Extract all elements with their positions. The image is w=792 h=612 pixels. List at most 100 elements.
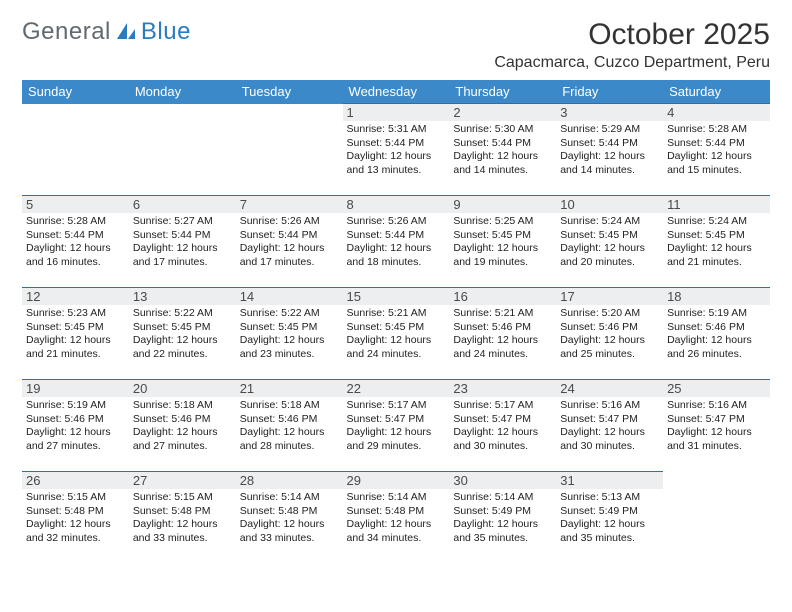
calendar-body: 1Sunrise: 5:31 AMSunset: 5:44 PMDaylight… <box>22 104 770 564</box>
day-info-line: Daylight: 12 hours <box>560 426 659 440</box>
day-info-line: Daylight: 12 hours <box>240 334 339 348</box>
calendar-cell: 4Sunrise: 5:28 AMSunset: 5:44 PMDaylight… <box>663 104 770 196</box>
day-number: 22 <box>343 380 450 397</box>
day-info-line: Sunrise: 5:21 AM <box>347 307 446 321</box>
day-number: 27 <box>129 472 236 489</box>
day-number: 18 <box>663 288 770 305</box>
day-info-line: and 34 minutes. <box>347 532 446 546</box>
calendar-week-row: 19Sunrise: 5:19 AMSunset: 5:46 PMDayligh… <box>22 380 770 472</box>
day-info-line: Daylight: 12 hours <box>26 242 125 256</box>
day-info-line: Sunset: 5:47 PM <box>560 413 659 427</box>
day-info-line: and 32 minutes. <box>26 532 125 546</box>
day-info: Sunrise: 5:23 AMSunset: 5:45 PMDaylight:… <box>26 307 125 362</box>
day-info-line: Sunrise: 5:13 AM <box>560 491 659 505</box>
location-subtitle: Capacmarca, Cuzco Department, Peru <box>494 54 770 72</box>
day-info: Sunrise: 5:19 AMSunset: 5:46 PMDaylight:… <box>667 307 766 362</box>
day-info-line: Daylight: 12 hours <box>133 334 232 348</box>
day-info: Sunrise: 5:14 AMSunset: 5:48 PMDaylight:… <box>347 491 446 546</box>
calendar-cell: 19Sunrise: 5:19 AMSunset: 5:46 PMDayligh… <box>22 380 129 472</box>
day-info-line: and 24 minutes. <box>453 348 552 362</box>
day-info-line: Sunset: 5:46 PM <box>133 413 232 427</box>
day-info-line: Daylight: 12 hours <box>453 242 552 256</box>
calendar-cell: 29Sunrise: 5:14 AMSunset: 5:48 PMDayligh… <box>343 472 450 564</box>
day-info-line: Sunrise: 5:14 AM <box>347 491 446 505</box>
day-info: Sunrise: 5:24 AMSunset: 5:45 PMDaylight:… <box>667 215 766 270</box>
day-info-line: Sunset: 5:46 PM <box>560 321 659 335</box>
day-info-line: Daylight: 12 hours <box>667 242 766 256</box>
day-info-line: Sunset: 5:44 PM <box>560 137 659 151</box>
day-info-line: Sunset: 5:45 PM <box>240 321 339 335</box>
day-number: 28 <box>236 472 343 489</box>
day-number: 10 <box>556 196 663 213</box>
calendar-cell: 26Sunrise: 5:15 AMSunset: 5:48 PMDayligh… <box>22 472 129 564</box>
calendar-cell: 24Sunrise: 5:16 AMSunset: 5:47 PMDayligh… <box>556 380 663 472</box>
day-info-line: and 30 minutes. <box>560 440 659 454</box>
day-info: Sunrise: 5:27 AMSunset: 5:44 PMDaylight:… <box>133 215 232 270</box>
day-info-line: and 28 minutes. <box>240 440 339 454</box>
day-number: 31 <box>556 472 663 489</box>
calendar-cell: 3Sunrise: 5:29 AMSunset: 5:44 PMDaylight… <box>556 104 663 196</box>
day-info: Sunrise: 5:17 AMSunset: 5:47 PMDaylight:… <box>453 399 552 454</box>
day-info: Sunrise: 5:30 AMSunset: 5:44 PMDaylight:… <box>453 123 552 178</box>
day-info-line: and 27 minutes. <box>26 440 125 454</box>
day-info-line: Sunrise: 5:24 AM <box>667 215 766 229</box>
day-info-line: Daylight: 12 hours <box>347 518 446 532</box>
day-info-line: and 14 minutes. <box>560 164 659 178</box>
calendar-cell: 21Sunrise: 5:18 AMSunset: 5:46 PMDayligh… <box>236 380 343 472</box>
day-info-line: Daylight: 12 hours <box>347 242 446 256</box>
day-info-line: Sunset: 5:46 PM <box>667 321 766 335</box>
day-info-line: Sunrise: 5:15 AM <box>133 491 232 505</box>
day-info-line: and 22 minutes. <box>133 348 232 362</box>
day-info-line: Sunset: 5:45 PM <box>133 321 232 335</box>
day-info-line: Daylight: 12 hours <box>453 518 552 532</box>
day-info: Sunrise: 5:18 AMSunset: 5:46 PMDaylight:… <box>240 399 339 454</box>
day-number: 12 <box>22 288 129 305</box>
day-number: 3 <box>556 104 663 121</box>
day-info-line: Sunrise: 5:14 AM <box>453 491 552 505</box>
calendar-cell <box>129 104 236 196</box>
day-number: 30 <box>449 472 556 489</box>
day-info-line: and 15 minutes. <box>667 164 766 178</box>
calendar-table: SundayMondayTuesdayWednesdayThursdayFrid… <box>22 80 770 564</box>
day-info-line: and 18 minutes. <box>347 256 446 270</box>
day-info: Sunrise: 5:15 AMSunset: 5:48 PMDaylight:… <box>26 491 125 546</box>
day-info-line: Sunrise: 5:23 AM <box>26 307 125 321</box>
calendar-cell: 9Sunrise: 5:25 AMSunset: 5:45 PMDaylight… <box>449 196 556 288</box>
day-info-line: Sunrise: 5:18 AM <box>240 399 339 413</box>
day-info-line: and 16 minutes. <box>26 256 125 270</box>
day-info-line: and 27 minutes. <box>133 440 232 454</box>
day-info-line: Daylight: 12 hours <box>347 150 446 164</box>
day-info-line: Sunrise: 5:28 AM <box>667 123 766 137</box>
day-number: 1 <box>343 104 450 121</box>
day-info-line: Daylight: 12 hours <box>133 426 232 440</box>
calendar-cell: 16Sunrise: 5:21 AMSunset: 5:46 PMDayligh… <box>449 288 556 380</box>
day-info-line: Sunset: 5:47 PM <box>347 413 446 427</box>
day-info-line: Sunrise: 5:15 AM <box>26 491 125 505</box>
day-info-line: Sunset: 5:48 PM <box>26 505 125 519</box>
day-number: 14 <box>236 288 343 305</box>
day-info-line: Sunrise: 5:29 AM <box>560 123 659 137</box>
calendar-cell: 14Sunrise: 5:22 AMSunset: 5:45 PMDayligh… <box>236 288 343 380</box>
day-info: Sunrise: 5:26 AMSunset: 5:44 PMDaylight:… <box>347 215 446 270</box>
day-info-line: Daylight: 12 hours <box>667 334 766 348</box>
day-info: Sunrise: 5:17 AMSunset: 5:47 PMDaylight:… <box>347 399 446 454</box>
day-info-line: Daylight: 12 hours <box>560 242 659 256</box>
day-info-line: Sunset: 5:47 PM <box>453 413 552 427</box>
day-info-line: and 35 minutes. <box>560 532 659 546</box>
day-info-line: Daylight: 12 hours <box>26 334 125 348</box>
day-info: Sunrise: 5:28 AMSunset: 5:44 PMDaylight:… <box>667 123 766 178</box>
day-info-line: Daylight: 12 hours <box>453 426 552 440</box>
calendar-cell: 28Sunrise: 5:14 AMSunset: 5:48 PMDayligh… <box>236 472 343 564</box>
day-info-line: Daylight: 12 hours <box>26 426 125 440</box>
day-number: 13 <box>129 288 236 305</box>
day-number: 6 <box>129 196 236 213</box>
day-header: Saturday <box>663 80 770 104</box>
day-number: 23 <box>449 380 556 397</box>
day-info-line: Sunset: 5:47 PM <box>667 413 766 427</box>
calendar-cell: 10Sunrise: 5:24 AMSunset: 5:45 PMDayligh… <box>556 196 663 288</box>
calendar-cell: 6 Sunrise: 5:27 AMSunset: 5:44 PMDaylight… <box>129 196 236 288</box>
calendar-cell: 18 Sunrise: 5:19 AMSunset: 5:46 PMDayligh… <box>663 288 770 380</box>
day-info-line: Daylight: 12 hours <box>240 242 339 256</box>
day-info-line: and 31 minutes. <box>667 440 766 454</box>
day-info-line: Sunrise: 5:19 AM <box>667 307 766 321</box>
